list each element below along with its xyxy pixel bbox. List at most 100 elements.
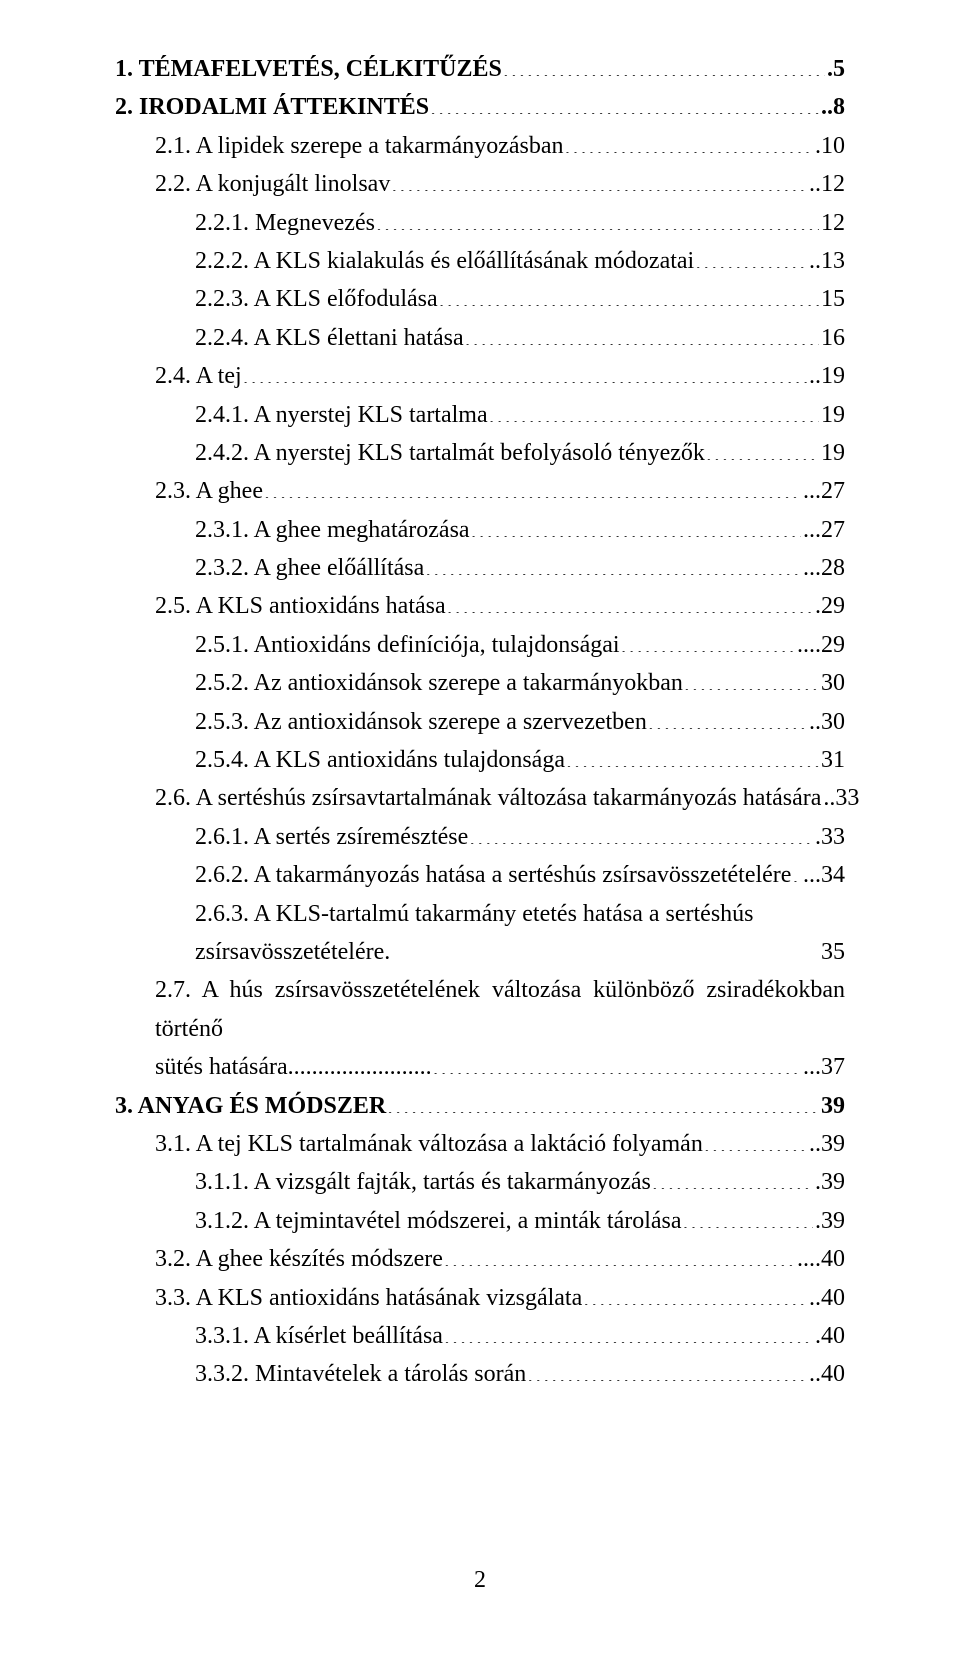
toc-leader	[429, 90, 819, 114]
toc-entry: 2.2.3. A KLS előfodulása15	[195, 280, 845, 318]
toc-page: .39	[813, 1163, 845, 1201]
toc-page: ..33	[821, 779, 859, 817]
toc-leader	[564, 129, 813, 153]
toc-leader	[438, 282, 819, 306]
toc-leader	[386, 1089, 819, 1113]
toc-entry: 2.5. A KLS antioxidáns hatása.29	[155, 587, 845, 625]
toc-page: .5	[825, 50, 845, 88]
toc-label: 3.2. A ghee készítés módszere	[155, 1240, 443, 1278]
toc-leader	[651, 1165, 813, 1189]
toc-entry: 2.5.4. A KLS antioxidáns tulajdonsága 31	[195, 741, 845, 779]
toc-leader	[263, 474, 801, 498]
toc-entry: 2.2.2. A KLS kialakulás és előállításána…	[195, 242, 845, 280]
toc-page: ..40	[807, 1355, 845, 1393]
toc-page: ..12	[807, 165, 845, 203]
toc-page: ...34	[801, 856, 845, 894]
toc-entry: 3.2. A ghee készítés módszere ....40	[155, 1240, 845, 1278]
toc-label: 2.4.1. A nyerstej KLS tartalma	[195, 396, 488, 434]
toc-label: 2.2.1. Megnevezés	[195, 204, 375, 242]
toc-label: 3.3. A KLS antioxidáns hatásának vizsgál…	[155, 1279, 582, 1317]
toc-entry: 2.3.2. A ghee előállítása...28	[195, 549, 845, 587]
toc-label: 3.3.2. Mintavételek a tárolás során	[195, 1355, 526, 1393]
toc-entry: 2.2. A konjugált linolsav ..12	[155, 165, 845, 203]
toc-entry: 2.4.2. A nyerstej KLS tartalmát befolyás…	[195, 434, 845, 472]
toc-page: .39	[813, 1202, 845, 1240]
toc-entry: 2.3.1. A ghee meghatározása ...27	[195, 511, 845, 549]
toc-page: 39	[819, 1087, 845, 1125]
toc-page: 19	[819, 396, 845, 434]
toc-page: 31	[819, 741, 845, 779]
toc-label: 2.6.1. A sertés zsíremésztése	[195, 818, 468, 856]
toc-label: 1. TÉMAFELVETÉS, CÉLKITŰZÉS	[115, 50, 502, 88]
toc-label: 2.4. A tej	[155, 357, 242, 395]
toc-entry: 3.3.1. A kísérlet beállítása.40	[195, 1317, 845, 1355]
toc-leader	[682, 1204, 813, 1228]
toc-entry: 2.5.1. Antioxidáns definíciója, tulajdon…	[195, 626, 845, 664]
toc-entry: 2.6.1. A sertés zsíremésztése.33	[195, 818, 845, 856]
toc-page: ...27	[801, 472, 845, 510]
toc-page: ....29	[795, 626, 845, 664]
toc-label: 2.2. A konjugált linolsav	[155, 165, 390, 203]
toc-leader	[502, 52, 825, 76]
toc-page: ..13	[807, 242, 845, 280]
toc-leader	[582, 1281, 807, 1305]
toc-label: 3.1.1. A vizsgált fajták, tartás és taka…	[195, 1163, 651, 1201]
toc-page: ....40	[795, 1240, 845, 1278]
toc-entry: 2.6.2. A takarmányozás hatása a sertéshú…	[195, 856, 845, 894]
toc-leader	[647, 705, 807, 729]
toc-label: 2.4.2. A nyerstej KLS tartalmát befolyás…	[195, 434, 705, 472]
toc-leader	[470, 513, 801, 537]
toc-label: 2.3.1. A ghee meghatározása	[195, 511, 470, 549]
toc-label: 2.2.4. A KLS élettani hatása	[195, 319, 464, 357]
page: 1. TÉMAFELVETÉS, CÉLKITŰZÉS.52. IRODALMI…	[0, 0, 960, 1654]
toc-entry: 1. TÉMAFELVETÉS, CÉLKITŰZÉS .5	[115, 50, 845, 88]
toc-label: 2.5.2. Az antioxidánsok szerepe a takarm…	[195, 664, 683, 702]
toc-entry: zsírsavösszetételére.35	[195, 933, 845, 971]
toc-label: 2.6. A sertéshús zsírsavtartalmának vált…	[155, 779, 821, 817]
toc-page: ...37	[801, 1048, 845, 1086]
toc-entry: 2.5.3. Az antioxidánsok szerepe a szerve…	[195, 703, 845, 741]
toc-entry: 2.2.1. Megnevezés12	[195, 204, 845, 242]
toc-page: ...27	[801, 511, 845, 549]
toc-entry: 2.6.3. A KLS-tartalmú takarmány etetés h…	[195, 895, 845, 933]
toc-leader	[390, 167, 807, 191]
toc-label: 2.5. A KLS antioxidáns hatása	[155, 587, 446, 625]
toc-label: zsírsavösszetételére.	[195, 933, 390, 971]
toc-entry: 2.4. A tej ..19	[155, 357, 845, 395]
toc-leader	[464, 321, 819, 345]
toc-page: 15	[819, 280, 845, 318]
toc-label: 2. IRODALMI ÁTTEKINTÉS	[115, 88, 429, 126]
toc-entry: sütés hatására..........................…	[155, 1048, 845, 1086]
toc-entry: 2.7. A hús zsírsavösszetételének változá…	[155, 971, 845, 1048]
page-number: 2	[0, 1561, 960, 1599]
toc-leader	[703, 1127, 807, 1151]
toc-page: .10	[813, 127, 845, 165]
toc-entry: 3.3. A KLS antioxidáns hatásának vizsgál…	[155, 1279, 845, 1317]
toc-entry: 2.2.4. A KLS élettani hatása 16	[195, 319, 845, 357]
toc-label: 2.6.3. A KLS-tartalmú takarmány etetés h…	[195, 895, 754, 933]
toc-leader	[705, 436, 819, 460]
toc-entry: 3. ANYAG ÉS MÓDSZER39	[115, 1087, 845, 1125]
toc-leader	[791, 858, 801, 882]
toc-label: 2.5.4. A KLS antioxidáns tulajdonsága	[195, 741, 565, 779]
toc-entry: 3.1.1. A vizsgált fajták, tartás és taka…	[195, 1163, 845, 1201]
toc-label: sütés hatására........................	[155, 1048, 432, 1086]
toc-page: 16	[819, 319, 845, 357]
toc-label: 2.7. A hús zsírsavösszetételének változá…	[155, 971, 845, 1048]
toc-entry: 2. IRODALMI ÁTTEKINTÉS..8	[115, 88, 845, 126]
toc-label: 2.1. A lipidek szerepe a takarmányozásba…	[155, 127, 564, 165]
toc-entry: 2.5.2. Az antioxidánsok szerepe a takarm…	[195, 664, 845, 702]
toc-leader	[565, 743, 819, 767]
toc-leader	[424, 551, 801, 575]
toc-leader	[375, 206, 819, 230]
toc-page: ..39	[807, 1125, 845, 1163]
toc-page: .40	[813, 1317, 845, 1355]
toc-leader	[468, 820, 813, 844]
toc-page: ..19	[807, 357, 845, 395]
table-of-contents: 1. TÉMAFELVETÉS, CÉLKITŰZÉS.52. IRODALMI…	[115, 50, 845, 1394]
toc-leader	[443, 1319, 813, 1343]
toc-leader	[694, 244, 807, 268]
toc-entry: 3.1. A tej KLS tartalmának változása a l…	[155, 1125, 845, 1163]
toc-leader	[620, 628, 795, 652]
toc-label: 3.1.2. A tejmintavétel módszerei, a mint…	[195, 1202, 682, 1240]
